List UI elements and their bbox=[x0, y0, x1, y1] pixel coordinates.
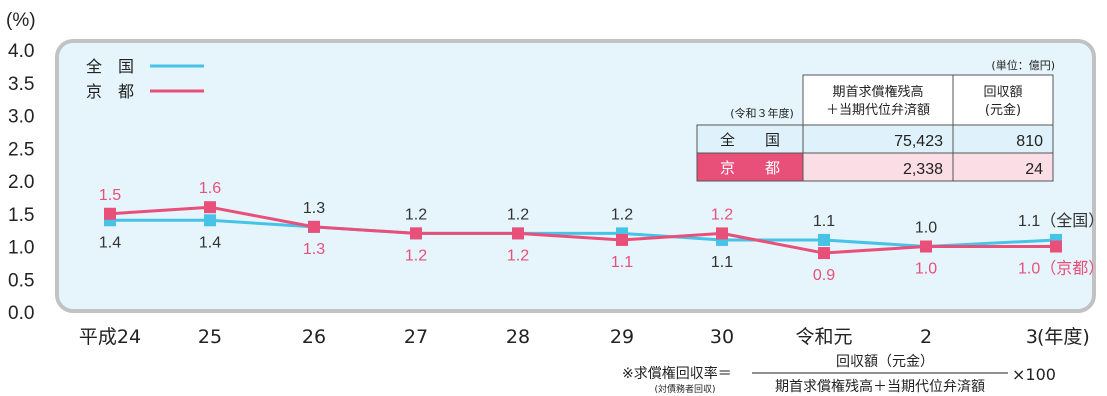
table-row-kyoto-col2: 24 bbox=[1025, 161, 1043, 178]
data-labels: 1.4 1.5 1.4 1.6 1.3 1.3 1.2 1.2 1.2 1.2 1.2 1.1 1.1 1… bbox=[99, 180, 1104, 284]
data-label-kyoto: 1.2 bbox=[711, 206, 733, 223]
formula-suffix: ×100 bbox=[1012, 365, 1056, 384]
marker-kyoto bbox=[512, 227, 524, 240]
y-tick-label: 2.5 bbox=[8, 139, 34, 160]
table-row-zenkoku-col1: 75,423 bbox=[894, 133, 943, 150]
y-tick-label: 3.5 bbox=[8, 74, 34, 95]
data-label-zenkoku: 1.4 bbox=[99, 234, 121, 251]
x-tick-label: 25 bbox=[198, 326, 222, 348]
y-tick-label: 0.0 bbox=[8, 303, 34, 324]
x-tick-label: 29 bbox=[610, 326, 634, 348]
marker-kyoto bbox=[818, 247, 830, 260]
data-label-zenkoku: 1.3 bbox=[303, 200, 325, 217]
formula-denominator: 期首求償権残高＋当期代位弁済額 bbox=[775, 378, 985, 395]
summary-table: (単位：億円) (令和３年度) 期首求償権残高 ＋当期代位弁済額 回収額 (元金… bbox=[696, 58, 1055, 182]
table-row-zenkoku-label-cell bbox=[696, 124, 804, 154]
data-label-kyoto: 1.1 bbox=[611, 254, 633, 271]
marker-kyoto bbox=[410, 227, 422, 240]
data-label-zenkoku: 1.1 bbox=[711, 254, 733, 271]
marker-kyoto bbox=[308, 220, 320, 233]
data-label-zenkoku: 1.2 bbox=[611, 206, 633, 223]
data-label-zenkoku: 1.2 bbox=[507, 206, 529, 223]
x-axis-ticks: 平成24 25 26 27 28 29 30 令和元 2 3 bbox=[79, 326, 1038, 348]
data-label-kyoto: 0.9 bbox=[813, 267, 835, 284]
y-tick-label: 4.0 bbox=[8, 41, 34, 62]
y-tick-label: 2.0 bbox=[8, 172, 34, 193]
y-tick-label: 0.5 bbox=[8, 270, 34, 291]
data-label-kyoto: 1.6 bbox=[199, 180, 221, 197]
table-row-kyoto-col1: 2,338 bbox=[903, 161, 943, 178]
y-tick-label: 1.0 bbox=[8, 238, 34, 259]
table-header-1-line2: ＋当期代位弁済額 bbox=[826, 102, 930, 118]
table-header-cell-2 bbox=[952, 74, 1054, 126]
marker-kyoto bbox=[716, 227, 728, 240]
marker-kyoto bbox=[1050, 240, 1062, 253]
x-tick-label: 2 bbox=[920, 326, 932, 348]
y-unit-label: (%) bbox=[6, 10, 36, 31]
formula-prefix: ※求償権回収率＝ bbox=[622, 365, 732, 382]
data-label-kyoto: 1.0 bbox=[915, 261, 937, 278]
marker-kyoto bbox=[204, 201, 216, 214]
marker-zenkoku bbox=[204, 214, 216, 227]
marker-zenkoku bbox=[818, 233, 830, 246]
data-label-kyoto: 1.2 bbox=[507, 247, 529, 264]
table-header-2-line2: (元金) bbox=[985, 102, 1021, 118]
table-row-zenkoku-label: 全 国 bbox=[720, 131, 780, 149]
data-label-zenkoku: 1.0 bbox=[915, 220, 937, 237]
table-row-zenkoku-col2: 810 bbox=[1016, 133, 1043, 150]
x-tick-label: 26 bbox=[302, 326, 326, 348]
table-year-note: (令和３年度) bbox=[730, 106, 794, 120]
data-label-zenkoku: 1.4 bbox=[199, 234, 221, 251]
data-label-zenkoku: 1.1（全国） bbox=[1018, 212, 1104, 230]
table-row-kyoto-col2-cell bbox=[952, 152, 1054, 182]
series-line-zenkoku bbox=[110, 218, 1057, 248]
y-tick-label: 1.5 bbox=[8, 205, 34, 226]
table-unit: (単位：億円) bbox=[991, 58, 1055, 72]
legend-label-kyoto: 京 都 bbox=[86, 82, 134, 101]
table-header-1-line1: 期首求償権残高 bbox=[832, 84, 923, 100]
data-label-zenkoku: 1.1 bbox=[813, 213, 835, 230]
x-axis-suffix: (年度) bbox=[1037, 326, 1090, 348]
legend-label-zenkoku: 全 国 bbox=[86, 57, 134, 76]
data-label-kyoto: 1.5 bbox=[99, 187, 121, 204]
table-row-kyoto-label: 京 都 bbox=[720, 159, 780, 177]
table-row-kyoto-col1-cell bbox=[802, 152, 954, 182]
formula-sub: (対債務者回収) bbox=[654, 383, 715, 395]
marker-kyoto bbox=[616, 233, 628, 246]
formula-note: ※求償権回収率＝ (対債務者回収) 回収額（元金） 期首求償権残高＋当期代位弁済… bbox=[622, 354, 1056, 395]
table-header-2-line1: 回収額 bbox=[983, 85, 1022, 100]
series-markers bbox=[104, 201, 1062, 260]
series-line-kyoto bbox=[109, 205, 1056, 255]
series-lines bbox=[109, 205, 1057, 255]
x-tick-label: 平成24 bbox=[79, 326, 141, 348]
x-tick-label: 令和元 bbox=[795, 326, 852, 348]
y-axis-ticks: 0.0 0.5 1.0 1.5 2.0 2.5 3.0 3.5 4.0 bbox=[8, 41, 34, 324]
x-tick-label: 28 bbox=[506, 326, 530, 348]
data-label-kyoto: 1.3 bbox=[303, 241, 325, 258]
legend: 全 国 京 都 bbox=[86, 57, 204, 101]
x-tick-label: 30 bbox=[710, 326, 734, 348]
marker-kyoto bbox=[920, 240, 932, 253]
y-tick-label: 3.0 bbox=[8, 107, 34, 128]
data-label-kyoto: 1.0（京都） bbox=[1018, 260, 1104, 278]
x-tick-label: 3 bbox=[1026, 326, 1038, 348]
formula-numerator: 回収額（元金） bbox=[836, 354, 934, 370]
marker-kyoto bbox=[104, 207, 116, 220]
data-label-zenkoku: 1.2 bbox=[405, 206, 427, 223]
data-label-kyoto: 1.2 bbox=[405, 247, 427, 264]
table-row-kyoto-label-cell bbox=[696, 152, 804, 182]
x-tick-label: 27 bbox=[404, 326, 428, 348]
